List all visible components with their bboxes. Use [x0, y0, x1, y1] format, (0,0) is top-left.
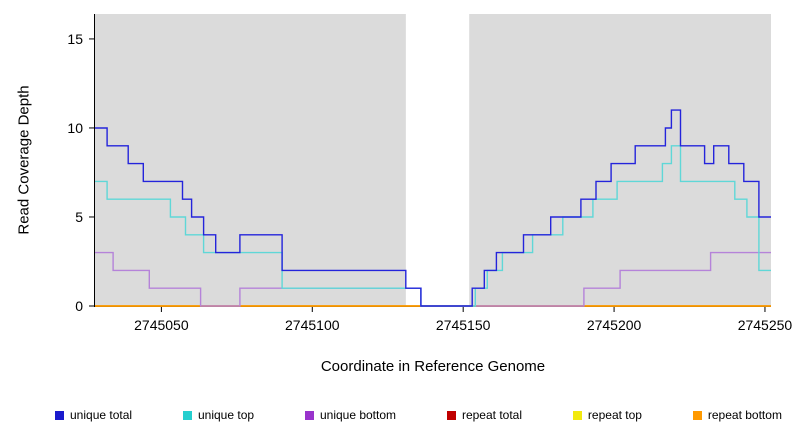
legend-swatch-unique-top: [182, 410, 192, 420]
legend-swatch-repeat-total: [446, 410, 456, 420]
legend-item-repeat-top: repeat top: [572, 408, 642, 422]
x-tick-label: 2745150: [436, 317, 491, 333]
x-tick-label: 2745100: [285, 317, 340, 333]
legend-label: unique top: [197, 408, 255, 422]
series-unique-top: [95, 145, 771, 307]
legend-swatch-repeat-top: [572, 410, 582, 420]
x-axis-title: Coordinate in Reference Genome: [320, 358, 546, 375]
legend-swatch-unique-bottom: [304, 410, 314, 420]
coverage-gap-region: [405, 14, 470, 306]
legend-item-unique-top: unique top: [182, 408, 255, 422]
legend: unique total unique top unique bottom repea…: [55, 408, 782, 422]
coverage-plot-canvas: 2745050 2745100 2745150 2745200 2745250 0 5 10 1…: [67, 14, 792, 333]
legend-label: repeat top: [587, 408, 642, 422]
legend-item-unique-total: unique total: [55, 408, 132, 422]
y-axis-title: Read Coverage Depth: [15, 85, 33, 235]
legend-swatch-unique-total: [55, 410, 64, 420]
legend-item-repeat-bottom: repeat bottom: [692, 408, 782, 422]
legend-label: repeat total: [461, 408, 522, 422]
legend-item-repeat-total: repeat total: [446, 408, 522, 422]
x-tick-label: 2745050: [134, 317, 189, 333]
x-tick-label: 2745200: [587, 317, 642, 333]
y-tick-label: 0: [75, 298, 83, 314]
x-tick-label: 2745250: [738, 317, 792, 333]
y-tick-label: 5: [75, 209, 83, 225]
y-tick-label: 10: [67, 120, 83, 136]
legend-label: unique bottom: [319, 408, 397, 422]
legend-item-unique-bottom: unique bottom: [304, 408, 397, 422]
legend-label: unique total: [70, 408, 133, 422]
series-unique-total: [95, 109, 771, 307]
y-tick-label: 15: [67, 31, 83, 47]
legend-label: repeat bottom: [707, 408, 782, 422]
legend-swatch-repeat-bottom: [692, 410, 702, 420]
